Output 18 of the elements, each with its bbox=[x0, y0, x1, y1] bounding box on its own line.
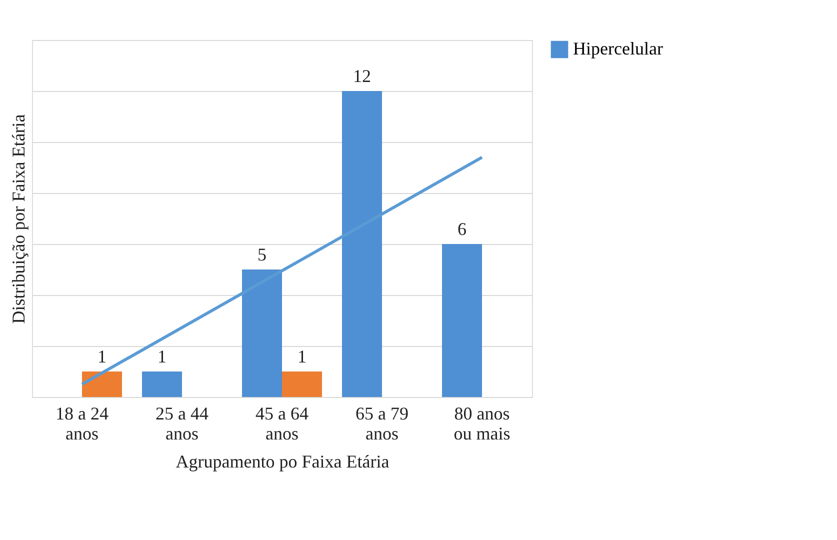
bar bbox=[142, 372, 182, 397]
x-tick-label: 80 anos ou mais bbox=[454, 404, 510, 444]
bar bbox=[442, 244, 482, 397]
x-tick-label: 18 a 24 anos bbox=[56, 404, 108, 444]
legend-label: Hipercelular bbox=[573, 38, 663, 58]
x-tick-label: 45 a 64 anos bbox=[256, 404, 308, 444]
x-tick-label: 65 a 79 anos bbox=[356, 404, 408, 444]
data-label: 1 bbox=[98, 346, 106, 366]
x-axis-title: Agrupamento po Faixa Etária bbox=[176, 452, 390, 472]
y-axis-title: Distribuição por Faixa Etária bbox=[8, 114, 28, 324]
data-label: 1 bbox=[298, 346, 306, 366]
data-label: 1 bbox=[158, 346, 166, 366]
bar bbox=[82, 372, 122, 397]
bar bbox=[282, 372, 322, 397]
data-label: 6 bbox=[458, 219, 466, 239]
data-label: 5 bbox=[258, 244, 266, 264]
data-label: 12 bbox=[353, 66, 371, 86]
x-tick-label: 25 a 44 anos bbox=[156, 404, 208, 444]
